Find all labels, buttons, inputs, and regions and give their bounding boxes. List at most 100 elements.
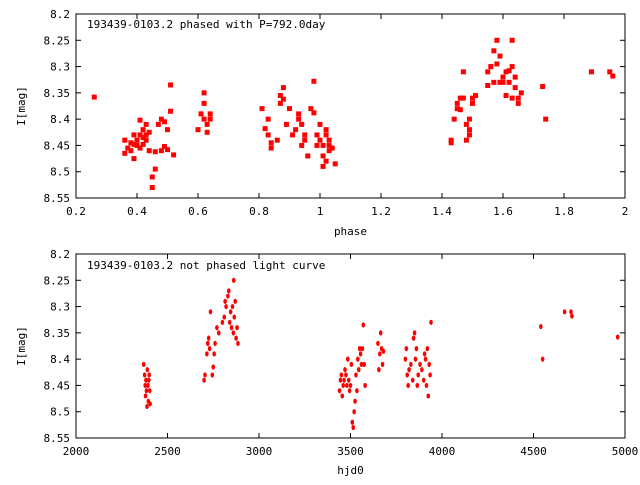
x-tick-label: 0.8 bbox=[249, 205, 269, 218]
data-point bbox=[149, 174, 155, 180]
x-tick-label: 1.2 bbox=[371, 205, 391, 218]
data-point bbox=[515, 100, 521, 106]
data-point bbox=[302, 132, 308, 138]
data-point bbox=[466, 127, 472, 133]
data-point bbox=[140, 127, 146, 133]
data-point bbox=[326, 137, 332, 143]
data-point bbox=[302, 137, 308, 143]
data-point bbox=[296, 111, 302, 117]
data-point bbox=[212, 351, 216, 357]
data-point bbox=[158, 148, 164, 154]
data-point bbox=[494, 37, 500, 43]
data-point bbox=[338, 377, 343, 383]
x-tick-label: 1.8 bbox=[554, 205, 574, 218]
data-point bbox=[299, 121, 305, 127]
data-point bbox=[377, 367, 381, 373]
x-tick-label: 1 bbox=[317, 205, 324, 218]
data-point bbox=[569, 309, 573, 315]
data-point bbox=[342, 377, 346, 383]
data-point bbox=[512, 85, 518, 91]
data-point bbox=[305, 153, 311, 159]
data-point bbox=[454, 106, 460, 112]
data-point bbox=[360, 346, 365, 352]
data-point bbox=[363, 382, 367, 389]
data-point bbox=[259, 106, 265, 112]
data-point bbox=[515, 95, 521, 101]
data-point bbox=[210, 372, 215, 378]
y-axis-label: I[mag] bbox=[15, 86, 28, 126]
data-point bbox=[463, 137, 469, 143]
data-point bbox=[362, 361, 367, 367]
data-point bbox=[588, 69, 594, 75]
data-point bbox=[352, 409, 356, 415]
data-point bbox=[91, 94, 97, 100]
data-point bbox=[146, 382, 150, 389]
data-point bbox=[411, 335, 416, 341]
x-tick-label: 0.6 bbox=[188, 205, 208, 218]
data-point bbox=[147, 372, 151, 378]
y-tick-label: 8.4 bbox=[50, 113, 70, 126]
data-point bbox=[265, 132, 271, 138]
data-point bbox=[381, 348, 386, 354]
data-point bbox=[232, 314, 237, 320]
data-point bbox=[235, 325, 239, 331]
data-point bbox=[204, 121, 210, 127]
data-point bbox=[420, 367, 424, 373]
data-point bbox=[488, 64, 494, 70]
y-tick-label: 8.45 bbox=[44, 379, 71, 392]
data-point bbox=[145, 367, 150, 373]
data-point bbox=[329, 145, 335, 151]
data-point bbox=[161, 119, 167, 125]
data-point bbox=[122, 137, 128, 143]
x-tick-label: 2500 bbox=[154, 445, 181, 458]
data-point bbox=[351, 424, 356, 431]
data-point bbox=[314, 142, 320, 148]
data-point bbox=[201, 100, 207, 106]
data-point bbox=[287, 106, 292, 112]
data-point bbox=[207, 116, 213, 122]
y-tick-label: 8.4 bbox=[50, 353, 70, 366]
y-tick-label: 8.35 bbox=[44, 87, 71, 100]
data-point bbox=[356, 367, 361, 373]
data-point bbox=[403, 356, 408, 362]
data-point bbox=[350, 419, 355, 425]
data-point bbox=[345, 382, 349, 389]
data-point bbox=[122, 150, 128, 156]
data-point bbox=[326, 142, 332, 148]
data-point bbox=[204, 129, 210, 135]
data-point bbox=[460, 95, 466, 101]
x-tick-label: 5000 bbox=[612, 445, 639, 458]
data-point bbox=[423, 356, 428, 362]
data-point bbox=[216, 330, 221, 336]
data-point bbox=[361, 322, 366, 328]
data-point bbox=[230, 303, 235, 310]
data-point bbox=[409, 361, 413, 367]
data-point bbox=[506, 68, 512, 74]
x-tick-label: 0.2 bbox=[66, 205, 86, 218]
plot-frame bbox=[75, 253, 626, 439]
data-point bbox=[485, 82, 491, 88]
data-point bbox=[290, 132, 296, 138]
data-point bbox=[378, 330, 383, 336]
data-point bbox=[198, 111, 204, 117]
data-point bbox=[418, 361, 422, 367]
data-point bbox=[207, 346, 212, 352]
data-point bbox=[355, 388, 359, 394]
data-point bbox=[168, 108, 174, 114]
data-point bbox=[509, 37, 515, 43]
data-point bbox=[207, 111, 213, 117]
data-point bbox=[134, 142, 140, 148]
data-point bbox=[203, 372, 207, 378]
y-tick-label: 8.25 bbox=[44, 34, 71, 47]
data-point bbox=[509, 64, 515, 70]
data-point bbox=[229, 325, 234, 331]
data-point bbox=[518, 90, 524, 96]
data-point bbox=[134, 137, 140, 143]
data-point bbox=[460, 69, 466, 75]
x-tick-label: 2 bbox=[622, 205, 629, 218]
data-point bbox=[144, 388, 149, 394]
data-point bbox=[405, 372, 410, 378]
data-point bbox=[494, 61, 500, 67]
data-point bbox=[208, 309, 213, 315]
